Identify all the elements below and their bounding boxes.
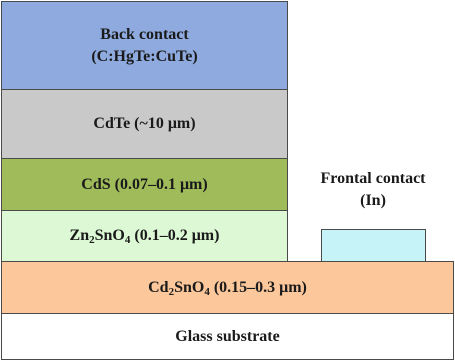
cdte-label: CdTe (~10 μm) [93, 115, 196, 132]
frontal-contact-material: (In) [360, 192, 386, 209]
frontal-contact-pad [321, 229, 426, 262]
zn2sno4-layer: Zn2SnO4 (0.1–0.2 μm) [1, 210, 288, 262]
zn2sno4-label: Zn2SnO4 (0.1–0.2 μm) [69, 227, 220, 246]
cds-layer: CdS (0.07–0.1 μm) [1, 158, 288, 211]
cds-label: CdS (0.07–0.1 μm) [81, 175, 208, 193]
cd2sno4-label: Cd2SnO4 (0.15–0.3 μm) [148, 278, 307, 298]
cdte-layer: CdTe (~10 μm) [1, 89, 288, 159]
glass-substrate-label: Glass substrate [175, 327, 280, 345]
cd2sno4-layer: Cd2SnO4 (0.15–0.3 μm) [1, 261, 454, 314]
glass-substrate-layer: Glass substrate [1, 313, 454, 360]
back-contact-composition: (C:HgTe:CuTe) [91, 47, 198, 65]
back-contact-layer: Back contact (C:HgTe:CuTe) [1, 1, 288, 90]
frontal-contact-label: Frontal contact (In) [292, 168, 454, 212]
back-contact-label: Back contact [100, 25, 189, 43]
frontal-contact-title: Frontal contact [320, 170, 426, 187]
